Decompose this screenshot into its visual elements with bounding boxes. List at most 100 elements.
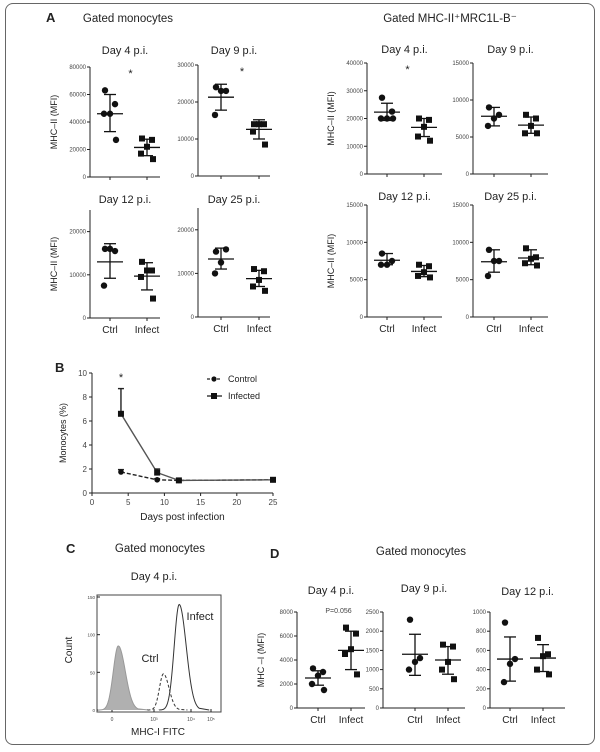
- x-category-label: Ctrl: [310, 715, 326, 726]
- y-tick-label: 20000: [346, 117, 363, 123]
- legend-label: Control: [228, 374, 257, 384]
- scatter-plot-d: Day 4 p.i. 0 2000 4000 6000 8000 MHC –I (MFI) C…: [256, 585, 365, 726]
- x-category-label: Infect: [135, 325, 160, 336]
- data-point-ctrl: [309, 665, 317, 672]
- y-tick-label: 400: [476, 668, 487, 674]
- y-axis-label: Monocytes (%): [58, 403, 68, 463]
- plot-title: Day 4 p.i.: [102, 45, 148, 57]
- x-tick-label: 0: [111, 717, 114, 723]
- data-point-ctrl: [406, 616, 414, 623]
- data-point-infect: [342, 651, 348, 657]
- y-tick-label: 30000: [346, 89, 363, 95]
- plot-title: Day 4 p.i.: [131, 571, 177, 583]
- y-tick-label: 40000: [346, 61, 363, 67]
- y-tick-label: 1000: [366, 668, 380, 674]
- y-axis-label: MHC–II (MFI): [326, 234, 336, 289]
- y-tick-label: 20000: [69, 230, 86, 236]
- axes: [472, 205, 548, 318]
- x-axis-label: MHC-I FITC: [131, 727, 185, 738]
- legend-label: Infected: [228, 391, 260, 401]
- y-tick-label: 0: [376, 706, 380, 712]
- data-point-infect: [533, 115, 539, 122]
- x-category-label: Infect: [519, 324, 544, 335]
- x-category-label: Ctrl: [213, 324, 229, 335]
- x-tick-label: 10³: [150, 717, 158, 723]
- data-point-infect: [426, 263, 432, 270]
- axes: [366, 205, 442, 318]
- y-tick-label: 0: [191, 174, 195, 180]
- plot-title: Day 9 p.i.: [211, 45, 257, 57]
- data-point-ctrl: [212, 84, 220, 91]
- y-axis-label: MHC–II (MFI): [49, 237, 59, 292]
- x-axis-label: Days post infection: [140, 512, 225, 523]
- y-tick-label: 0: [83, 489, 88, 498]
- significance-annotation: *: [240, 66, 245, 78]
- y-tick-label: 0: [83, 175, 87, 181]
- x-tick-label: 25: [269, 498, 278, 507]
- data-point-ctrl: [416, 654, 424, 662]
- y-tick-label: 15000: [452, 61, 469, 67]
- data-point-ctrl: [111, 247, 119, 255]
- plot-title: Day 9 p.i.: [487, 44, 533, 56]
- y-tick-label: 1000: [473, 610, 487, 616]
- data-point-ctrl: [111, 100, 119, 108]
- data-point-ctrl: [112, 136, 120, 144]
- y-tick-label: 10000: [69, 273, 86, 279]
- data-point-infect: [138, 150, 144, 157]
- data-point-infect: [149, 267, 155, 274]
- data-point-infect: [261, 268, 267, 275]
- data-point-ctrl: [378, 94, 386, 101]
- y-axis-label: MHC –I (MFI): [256, 633, 266, 688]
- x-category-label: Ctrl: [486, 324, 502, 335]
- y-tick-label: 0: [290, 706, 294, 712]
- data-point-infected: [175, 477, 182, 484]
- panel-a-left-title: Gated monocytes: [83, 13, 173, 25]
- data-point-infect: [138, 273, 144, 280]
- y-tick-label: 6000: [280, 634, 294, 640]
- y-tick-label: 0: [191, 315, 195, 321]
- y-tick-label: 10000: [177, 271, 194, 277]
- y-tick-label: 20000: [69, 148, 86, 154]
- y-tick-label: 0: [466, 172, 470, 178]
- data-point-control: [118, 469, 124, 475]
- data-point-infect: [251, 121, 257, 128]
- histogram-curve-isotype: [97, 645, 149, 711]
- y-tick-label: 600: [476, 648, 487, 654]
- y-tick-label: 500: [369, 687, 380, 693]
- y-tick-label: 5000: [456, 135, 470, 141]
- y-axis-label: Count: [64, 636, 75, 663]
- x-category-label: Ctrl: [502, 715, 518, 726]
- plot-title: Day 25 p.i.: [208, 194, 261, 206]
- data-point-ctrl: [501, 619, 509, 626]
- axes: [89, 210, 160, 319]
- panel-b-label: B: [55, 360, 64, 375]
- data-point-infected: [154, 469, 161, 476]
- y-tick-label: 0: [360, 315, 364, 321]
- data-point-infect: [427, 274, 433, 281]
- axes: [296, 612, 365, 709]
- y-axis-label: MHC–II (MFI): [326, 91, 336, 146]
- data-point-infect: [534, 262, 540, 269]
- data-point-infect: [261, 121, 267, 128]
- data-point-ctrl: [320, 686, 328, 694]
- y-tick-label: 10000: [452, 98, 469, 104]
- y-tick-label: 1500: [366, 648, 380, 654]
- x-category-label: Infect: [531, 715, 556, 726]
- data-point-infect: [523, 111, 529, 118]
- data-point-ctrl: [211, 270, 219, 277]
- y-tick-label: 50: [90, 670, 96, 675]
- y-tick-label: 0: [92, 708, 95, 713]
- plot-title: Day 12 p.i.: [501, 586, 554, 598]
- curve-label: Ctrl: [141, 653, 158, 665]
- plot-title: Day 12 p.i.: [378, 191, 431, 203]
- x-tick-label: 10: [160, 498, 169, 507]
- plot-title: Day 25 p.i.: [484, 191, 537, 203]
- significance-annotation: P=0.056: [325, 608, 351, 615]
- scatter-plot-a: Day 12 p.i. 0 10000 20000 MHC–II (MFI) Ctrl In…: [49, 194, 160, 336]
- line-chart-b: 0 2 4 6 8 10 0 5 10 15 20 25 Days post infection Mono…: [58, 369, 278, 523]
- y-tick-label: 0: [83, 316, 87, 322]
- plot-box: [96, 594, 222, 713]
- data-point-ctrl: [484, 272, 492, 280]
- y-tick-label: 2000: [366, 629, 380, 635]
